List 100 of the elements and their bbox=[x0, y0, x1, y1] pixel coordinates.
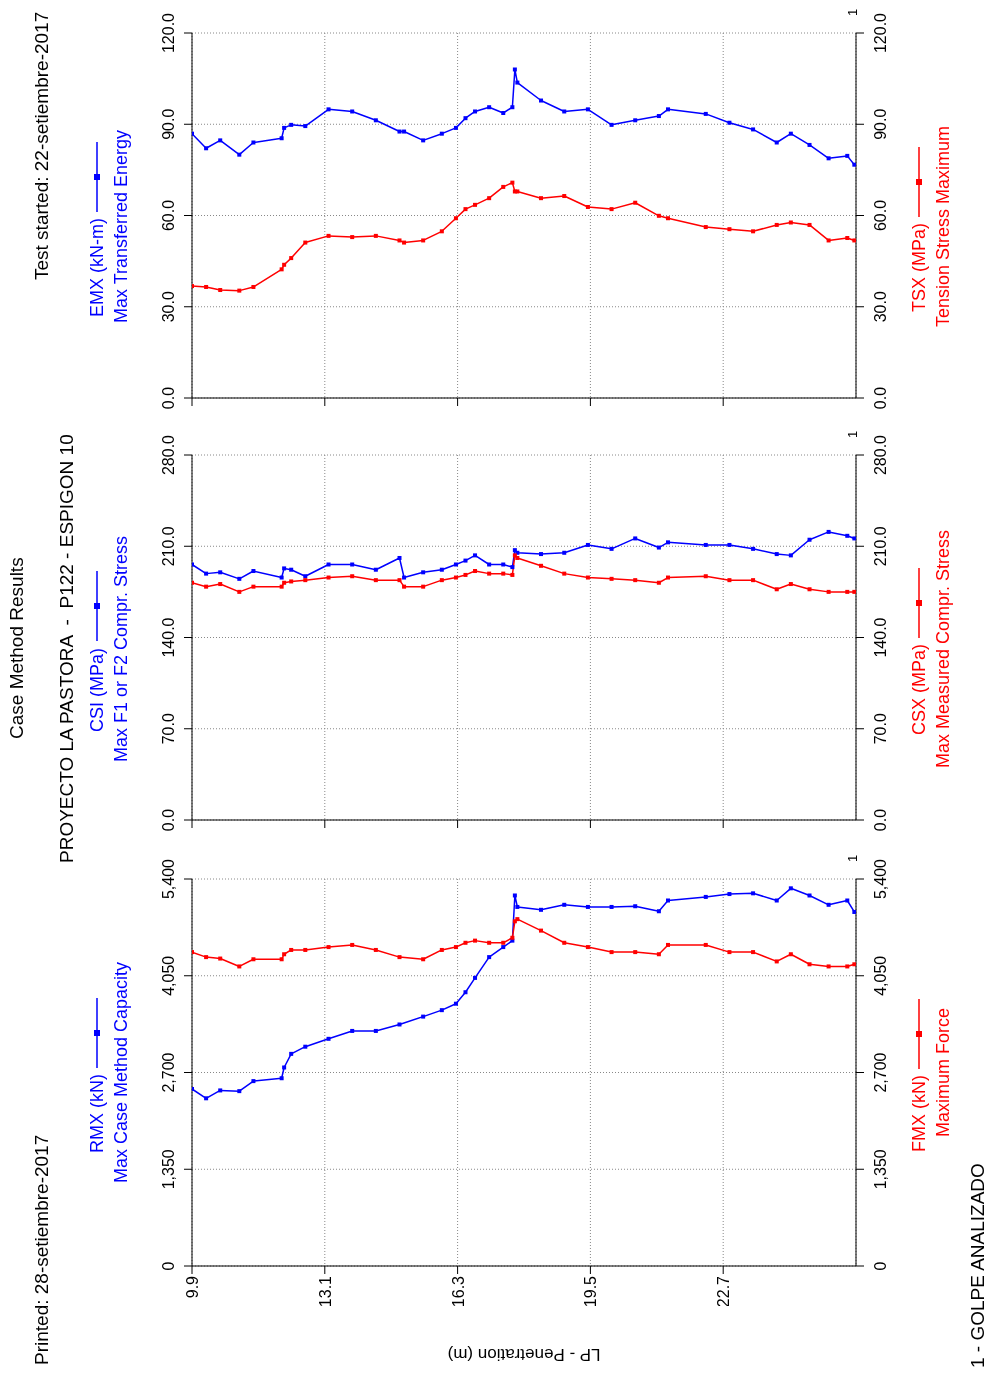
point bbox=[237, 288, 242, 293]
point bbox=[303, 947, 308, 952]
point bbox=[807, 537, 812, 542]
point bbox=[397, 578, 402, 583]
point bbox=[562, 940, 567, 945]
point bbox=[397, 955, 402, 960]
point bbox=[703, 225, 708, 230]
point bbox=[562, 550, 567, 555]
point bbox=[562, 571, 567, 576]
point bbox=[289, 567, 294, 572]
y-tick-label: 60.0 bbox=[160, 199, 177, 232]
y2-tick-label: 2,700 bbox=[872, 1052, 889, 1093]
point bbox=[774, 222, 779, 227]
point bbox=[397, 1022, 402, 1027]
point bbox=[453, 945, 458, 950]
point bbox=[463, 116, 468, 121]
point bbox=[609, 207, 614, 212]
point bbox=[204, 571, 209, 576]
point bbox=[585, 542, 590, 547]
point bbox=[510, 565, 515, 570]
point bbox=[463, 558, 468, 563]
point bbox=[666, 942, 671, 947]
point bbox=[633, 536, 638, 541]
point bbox=[845, 589, 850, 594]
point bbox=[421, 957, 426, 962]
point bbox=[501, 945, 506, 950]
point bbox=[727, 950, 732, 955]
point bbox=[703, 542, 708, 547]
point bbox=[204, 1096, 209, 1101]
point bbox=[666, 575, 671, 580]
point bbox=[845, 236, 850, 241]
point bbox=[727, 542, 732, 547]
point bbox=[326, 945, 331, 950]
point bbox=[251, 569, 256, 574]
point bbox=[539, 98, 544, 103]
point bbox=[656, 952, 661, 957]
point bbox=[501, 571, 506, 576]
point bbox=[439, 578, 444, 583]
point bbox=[402, 129, 407, 134]
y2-tick-label: 70.0 bbox=[872, 713, 889, 745]
point bbox=[350, 574, 355, 579]
point bbox=[289, 256, 294, 261]
y2-tick-label: 0 bbox=[872, 1261, 889, 1271]
y-axis-title: Max F1 or F2 Compr. Stress bbox=[110, 534, 132, 764]
point bbox=[218, 1088, 223, 1093]
point bbox=[453, 562, 458, 567]
point bbox=[326, 233, 331, 238]
point bbox=[282, 566, 287, 571]
y2-axis-title: Max Measured Compr. Stress bbox=[932, 528, 954, 770]
point bbox=[251, 284, 256, 289]
point bbox=[826, 238, 831, 243]
point bbox=[609, 546, 614, 551]
point bbox=[473, 975, 478, 980]
point bbox=[251, 140, 256, 145]
point bbox=[501, 562, 506, 567]
point bbox=[326, 107, 331, 112]
point bbox=[751, 578, 756, 583]
point bbox=[397, 555, 402, 560]
point bbox=[512, 893, 517, 898]
point bbox=[666, 898, 671, 903]
point bbox=[402, 575, 407, 580]
point bbox=[373, 578, 378, 583]
y-tick-label: 70.0 bbox=[160, 713, 177, 745]
point bbox=[237, 152, 242, 157]
point bbox=[510, 572, 515, 577]
y2-tick-label: 0.0 bbox=[872, 386, 889, 410]
point bbox=[539, 907, 544, 912]
point bbox=[303, 574, 308, 579]
point bbox=[501, 940, 506, 945]
y2-tick-label: 5,400 bbox=[872, 858, 889, 900]
text: CSX (MPa) bbox=[908, 644, 930, 736]
point bbox=[751, 229, 756, 234]
point bbox=[218, 570, 223, 575]
point bbox=[539, 552, 544, 557]
point bbox=[703, 942, 708, 947]
point bbox=[289, 1051, 294, 1056]
point bbox=[279, 267, 284, 272]
y-tick-label: 4,050 bbox=[160, 955, 177, 996]
y-tick-label: 90.0 bbox=[160, 108, 177, 140]
point bbox=[585, 904, 590, 909]
point bbox=[774, 959, 779, 964]
y-axis-title: Max Transferred Energy bbox=[110, 128, 132, 326]
point bbox=[453, 575, 458, 580]
point bbox=[279, 575, 284, 580]
point bbox=[463, 990, 468, 995]
point bbox=[666, 216, 671, 221]
point bbox=[852, 536, 856, 541]
point bbox=[751, 127, 756, 132]
point bbox=[807, 893, 812, 898]
x-tick-label: 16.3 bbox=[449, 1275, 467, 1308]
point bbox=[515, 904, 520, 909]
y2-tick-label: 210.0 bbox=[872, 526, 889, 567]
point bbox=[303, 124, 308, 129]
point bbox=[609, 576, 614, 581]
point bbox=[751, 891, 756, 896]
point bbox=[279, 584, 284, 589]
point bbox=[439, 1008, 444, 1013]
x-tick-label: 22.7 bbox=[715, 1275, 733, 1308]
text: CSI (MPa) bbox=[86, 647, 108, 732]
point bbox=[218, 138, 223, 143]
